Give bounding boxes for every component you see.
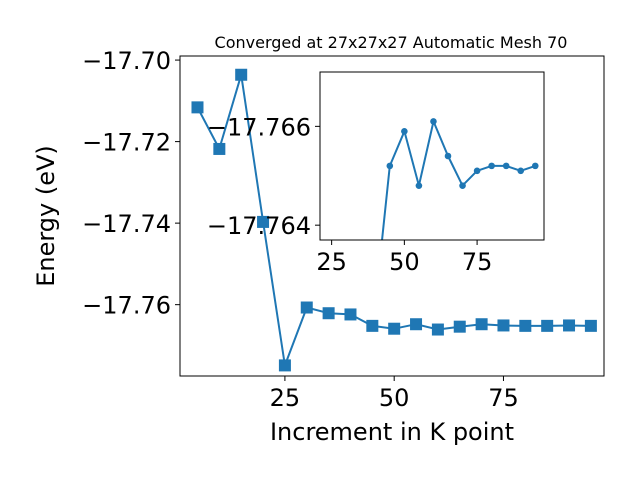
main-data-point [257, 215, 270, 228]
inset-y-tick-label: −17.764 [207, 212, 311, 240]
main-data-point [584, 319, 597, 332]
main-x-tick-label: 75 [488, 384, 519, 412]
main-data-point [453, 320, 466, 333]
inset-plot-frame [319, 71, 545, 241]
inset-data-point [430, 118, 437, 125]
main-axis-ticks: 25 50 75 −17.76 −17.74 −17.72 −17.70 [82, 47, 519, 412]
inset-plot-background [320, 72, 544, 240]
inset-x-tick-label: 50 [389, 248, 420, 276]
main-data-point [191, 101, 204, 114]
main-data-point [278, 359, 291, 372]
inset-data-point [488, 162, 495, 170]
main-data-point [519, 319, 532, 332]
inset-axis-ticks: 25 50 75 −17.764 −17.766 [207, 113, 492, 276]
main-data-point [431, 323, 444, 336]
inset-data-point [459, 182, 466, 189]
main-data-point [541, 319, 554, 332]
inset-data-point [372, 301, 379, 308]
main-plot-frame [179, 55, 605, 377]
main-data-point [388, 322, 401, 335]
inset-series-energy [372, 118, 539, 308]
main-data-point [322, 307, 335, 320]
main-y-tick-label: −17.74 [82, 210, 171, 238]
main-x-tick-label: 25 [270, 384, 301, 412]
main-data-point [235, 68, 248, 81]
y-axis-label: Energy (eV) [32, 145, 60, 287]
inset-data-point [531, 162, 539, 170]
main-data-point [563, 319, 576, 332]
main-data-point [213, 142, 226, 155]
main-y-tick-label: −17.72 [82, 129, 171, 157]
inset-x-tick-label: 25 [316, 248, 347, 276]
inset-y-tick-label: −17.766 [207, 113, 311, 141]
inset-data-point [401, 127, 408, 135]
inset-data-point [502, 162, 510, 170]
main-data-point [366, 319, 379, 332]
inset-data-point [517, 167, 525, 175]
x-axis-label: Increment in K point [270, 418, 514, 446]
main-y-tick-label: −17.70 [82, 47, 171, 75]
inset-data-point [444, 152, 452, 160]
inset-x-tick-label: 75 [462, 248, 493, 276]
main-data-point [497, 319, 510, 332]
main-data-point [344, 308, 357, 321]
main-x-tick-label: 50 [379, 384, 410, 412]
inset-data-point [473, 167, 481, 175]
main-series-energy [191, 68, 597, 372]
main-data-point [410, 318, 423, 331]
main-data-point [300, 301, 313, 314]
inset-data-point [386, 162, 394, 170]
inset-plot-area: 25 50 75 −17.764 −17.766 [207, 71, 545, 308]
main-plot-area: 25 50 75 −17.76 −17.74 −17.72 −17.70 Increment… [32, 47, 605, 446]
chart-title: Converged at 27x27x27 Automatic Mesh 70 [215, 33, 568, 52]
main-data-point [475, 318, 488, 331]
main-y-tick-label: −17.76 [82, 292, 171, 320]
inset-data-point [415, 182, 423, 189]
